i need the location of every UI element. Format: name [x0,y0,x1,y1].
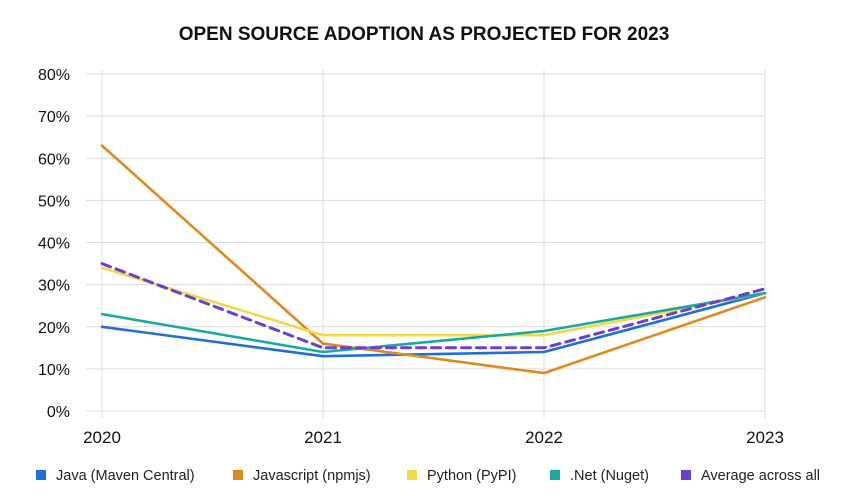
series-line [100,262,767,350]
y-tick-label: 50% [38,193,70,210]
x-axis-ticks: 2020 2021 2022 2023 [83,428,784,447]
series-line [100,266,767,337]
legend-label: Javascript (npmjs) [253,468,371,484]
y-axis-ticks: 0% 10% 20% 30% 40% 50% 60% 70% 80% [38,67,70,421]
x-tick-label: 2020 [83,428,121,447]
x-tick-label: 2022 [525,428,563,447]
y-tick-label: 0% [47,404,70,421]
y-tick-label: 10% [38,362,70,379]
y-tick-label: 30% [38,278,70,295]
legend-label: Python (PyPI) [427,468,516,484]
legend-label: .Net (Nuget) [570,468,649,484]
legend-swatch [681,470,691,480]
y-tick-label: 60% [38,151,70,168]
x-tick-label: 2023 [746,428,784,447]
y-tick-label: 40% [38,236,70,253]
legend-swatch [550,470,560,480]
series-line [100,291,767,354]
legend-label: Java (Maven Central) [56,468,195,484]
legend-swatch [233,470,243,480]
series-lines [100,144,767,375]
series-line [100,144,767,375]
legend-swatch [407,470,417,480]
chart-title: OPEN SOURCE ADOPTION AS PROJECTED FOR 20… [179,24,670,45]
legend: Java (Maven Central) Javascript (npmjs) Py… [36,468,820,484]
y-tick-label: 80% [38,67,70,84]
series-line [100,291,767,358]
y-tick-label: 20% [38,320,70,337]
legend-swatch [36,470,46,480]
grid [86,70,766,418]
x-tick-label: 2021 [304,428,342,447]
y-tick-label: 70% [38,109,70,126]
legend-label: Average across all [701,468,820,484]
